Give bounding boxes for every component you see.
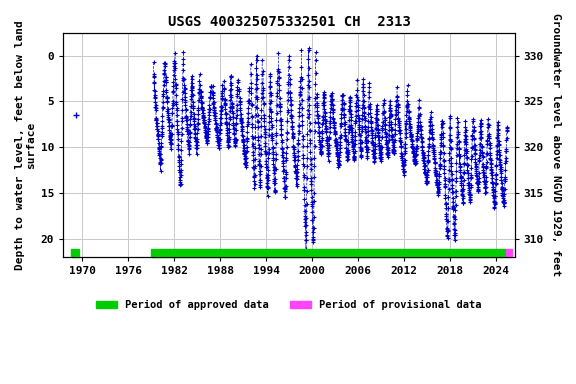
Legend: Period of approved data, Period of provisional data: Period of approved data, Period of provi… (92, 296, 486, 314)
Bar (506, 248, 513, 257)
Bar (71, 248, 78, 257)
Y-axis label: Depth to water level, feet below land
surface: Depth to water level, feet below land su… (15, 20, 37, 270)
Bar (151, 248, 506, 257)
Title: USGS 400325075332501 CH  2313: USGS 400325075332501 CH 2313 (168, 15, 411, 29)
Y-axis label: Groundwater level above NGVD 1929, feet: Groundwater level above NGVD 1929, feet (551, 13, 561, 276)
